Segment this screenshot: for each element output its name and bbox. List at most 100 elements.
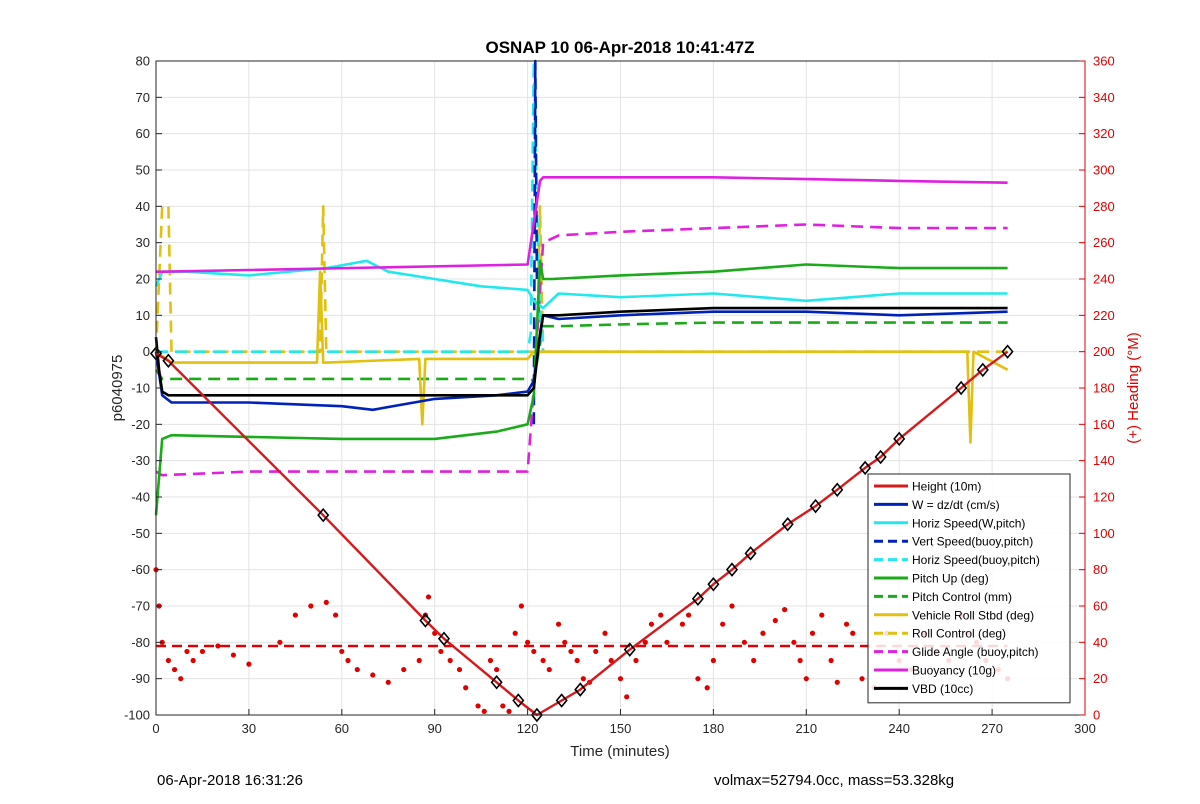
- heading-point: [760, 630, 766, 636]
- y-tick-label: -50: [131, 526, 150, 541]
- x-tick-label: 180: [703, 721, 725, 736]
- heading-point: [531, 648, 537, 655]
- series-line-pitch: [154, 259, 1008, 516]
- series-line-pitch_control: [154, 321, 1008, 383]
- series-line-buoyancy: [156, 176, 1008, 274]
- right-tick-label: 340: [1093, 90, 1115, 105]
- legend-label-glide: Glide Angle (buoy,pitch): [912, 645, 1039, 659]
- right-tick-label: 220: [1093, 308, 1115, 323]
- y-tick-label: -40: [131, 490, 150, 505]
- height-marker: [976, 362, 989, 378]
- x-tick-label: 0: [152, 721, 159, 736]
- right-tick-label: 20: [1093, 671, 1107, 686]
- right-tick-label: 0: [1093, 708, 1100, 723]
- y-tick-label: -90: [131, 671, 150, 686]
- series-line-roll: [155, 270, 1009, 444]
- heading-point: [648, 621, 655, 627]
- heading-point: [481, 708, 487, 714]
- right-tick-label: 160: [1093, 417, 1115, 432]
- heading-point: [580, 676, 586, 682]
- heading-point: [624, 694, 630, 700]
- heading-point: [323, 599, 329, 605]
- heading-point: [568, 648, 574, 655]
- legend-label-pitch: Pitch Up (deg): [912, 572, 989, 586]
- heading-point: [199, 648, 206, 655]
- heading-point: [834, 679, 840, 685]
- heading-point: [401, 666, 407, 673]
- heading-point: [165, 657, 171, 664]
- heading-point: [720, 621, 726, 627]
- heading-point: [843, 621, 850, 627]
- height-marker: [744, 546, 757, 561]
- right-tick-label: 320: [1093, 126, 1115, 141]
- legend-label-roll: Vehicle Roll Stbd (deg): [912, 608, 1034, 622]
- height-marker: [623, 642, 636, 657]
- heading-point: [791, 639, 797, 645]
- right-axis-label: (+) Heading (°M): [1125, 332, 1142, 443]
- heading-point: [751, 657, 757, 664]
- y-tick-label: 80: [136, 54, 150, 69]
- heading-point: [215, 643, 221, 649]
- legend: Height (10m) W = dz/dt (cm/s) Horiz Speed(…: [867, 473, 1071, 704]
- heading-point: [819, 612, 825, 618]
- height-marker: [574, 682, 587, 697]
- right-tick-label: 360: [1093, 54, 1115, 69]
- heading-point: [602, 630, 608, 636]
- heading-point: [506, 708, 512, 714]
- heading-point: [686, 612, 692, 618]
- y-tick-label: -10: [131, 381, 150, 396]
- height-marker: [162, 353, 175, 368]
- right-tick-label: 100: [1093, 526, 1115, 541]
- heading-point: [500, 703, 506, 709]
- height-marker: [490, 675, 503, 690]
- heading-point: [525, 639, 531, 645]
- x-tick-label: 90: [427, 721, 441, 736]
- height-marker: [707, 576, 720, 592]
- x-tick-label: 60: [335, 721, 349, 736]
- height-marker: [317, 507, 330, 523]
- heading-point: [782, 607, 788, 613]
- y-tick-label: 60: [136, 126, 150, 141]
- x-tick-label: 240: [888, 721, 910, 736]
- height-marker: [831, 482, 844, 497]
- right-tick-label: 200: [1093, 344, 1115, 359]
- heading-point: [710, 657, 717, 664]
- footer-summary: volmax=52794.0cc, mass=53.328kg: [714, 772, 955, 789]
- heading-point: [487, 657, 494, 664]
- series-line-w: [154, 310, 1008, 412]
- right-tick-label: 240: [1093, 272, 1115, 287]
- heading-point: [354, 666, 360, 673]
- right-tick-label: 140: [1093, 453, 1115, 468]
- heading-point: [658, 612, 664, 618]
- heading-point: [617, 676, 624, 682]
- legend-label-roll_control: Roll Control (deg): [912, 627, 1006, 641]
- heading-point: [540, 657, 546, 664]
- heading-point: [803, 676, 809, 682]
- series-line-horiz_speed_buoy: [156, 59, 545, 354]
- heading-point: [859, 676, 865, 682]
- heading-point: [809, 630, 816, 636]
- right-tick-label: 80: [1093, 562, 1107, 577]
- y-tick-label: 20: [136, 272, 150, 287]
- markers-layer: [149, 344, 1014, 723]
- heading-point: [159, 639, 165, 645]
- chart-title: OSNAP 10 06-Apr-2018 10:41:47Z: [486, 38, 755, 57]
- y-tick-label: 70: [136, 90, 150, 105]
- x-tick-label: 30: [242, 721, 256, 736]
- legend-box: [867, 473, 1071, 704]
- heading-point: [664, 639, 670, 645]
- heading-point: [608, 657, 614, 664]
- heading-point: [190, 657, 196, 664]
- y-tick-label: 50: [136, 163, 150, 178]
- heading-point: [292, 612, 298, 618]
- x-tick-label: 300: [1074, 721, 1096, 736]
- heading-point: [574, 657, 580, 664]
- x-axis-label: Time (minutes): [570, 743, 669, 760]
- y-tick-label: -100: [124, 708, 150, 723]
- y-tick-label: 0: [143, 344, 150, 359]
- heading-point: [475, 703, 481, 709]
- heading-point: [797, 657, 803, 664]
- y-tick-label: -20: [131, 417, 150, 432]
- y-tick-label: -70: [131, 599, 150, 614]
